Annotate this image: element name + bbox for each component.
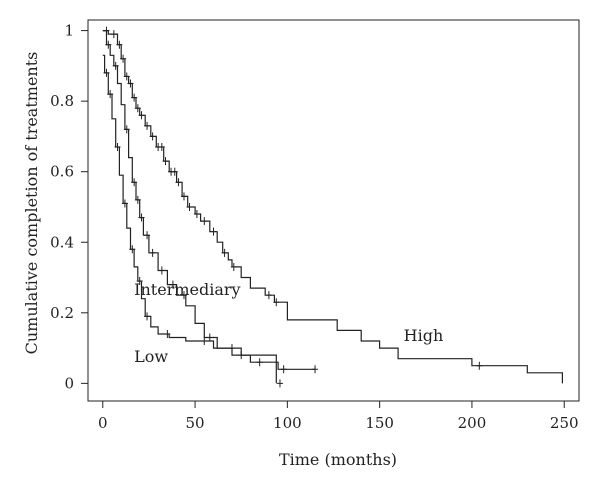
y-tick-label-0-6: 0.6 [50, 163, 74, 181]
censor-mark-high [171, 167, 178, 176]
x-axis-label: Time (months) [279, 450, 397, 469]
censor-mark-intermediary [131, 178, 138, 187]
x-tick-label-150: 150 [365, 414, 394, 432]
x-axis: 0 50 100 150 200 250 [98, 401, 579, 432]
censor-mark-intermediary [158, 266, 165, 275]
censor-mark-intermediary [149, 248, 156, 257]
censor-mark-intermediary [206, 333, 213, 342]
censor-mark-high [158, 143, 165, 151]
y-tick-label-0: 0 [64, 374, 74, 392]
censor-mark-high [103, 26, 110, 35]
curve-label-intermediary: Intermediary [134, 280, 240, 299]
censor-mark-low [114, 143, 121, 151]
censor-mark-high [123, 72, 130, 81]
censor-mark-low [103, 68, 110, 77]
censor-mark-high [134, 104, 141, 113]
y-tick-label-0-4: 0.4 [50, 233, 74, 251]
censor-mark-intermediary [280, 365, 287, 374]
x-tick-label-100: 100 [273, 414, 302, 432]
censor-mark-low [228, 344, 235, 353]
censor-mark-high [186, 202, 193, 211]
censor-mark-intermediary [123, 125, 130, 134]
censor-mark-high [180, 192, 187, 201]
censor-mark-high [110, 30, 117, 39]
censor-mark-intermediary [180, 291, 187, 300]
censor-mark-low [129, 245, 136, 254]
curve-intermediary [102, 30, 315, 370]
censor-mark-high [149, 132, 156, 141]
censor-mark-intermediary [169, 280, 176, 289]
y-tick-label-1: 1 [64, 22, 74, 40]
censor-mark-intermediary [112, 61, 119, 70]
curve-label-low: Low [134, 347, 168, 366]
censor-mark-high [476, 361, 483, 370]
curve-high [102, 30, 563, 384]
censor-mark-high [116, 40, 123, 49]
curve-labels: High Intermediary Low [134, 280, 443, 366]
censor-mark-intermediary [134, 195, 141, 204]
censor-mark-high [138, 111, 145, 120]
censor-mark-high [120, 54, 127, 63]
censor-mark-high [230, 262, 237, 271]
curves [102, 30, 563, 384]
curve-low [102, 54, 277, 384]
censor-mark-intermediary [138, 213, 145, 222]
curve-label-high: High [404, 326, 444, 345]
censor-mark-low [107, 90, 114, 99]
censor-mark-high [221, 248, 228, 257]
censor-mark-high [193, 210, 200, 219]
censor-mark-high [265, 291, 272, 300]
censor-mark-low [164, 329, 171, 338]
plot-frame [87, 19, 580, 402]
censor-mark-high [127, 79, 134, 88]
censor-mark-low [276, 379, 283, 388]
censor-mark-high [201, 217, 208, 226]
censor-mark-intermediary [238, 351, 245, 360]
y-axis: 0 0.2 0.4 0.6 0.8 1 [50, 22, 88, 392]
censor-mark-high [175, 178, 182, 187]
censor-mark-low [121, 199, 128, 208]
x-tick-label-200: 200 [458, 414, 487, 432]
censor-mark-high [210, 227, 217, 236]
censor-mark-low [144, 312, 151, 321]
y-tick-label-0-8: 0.8 [50, 92, 74, 110]
censor-mark-high [131, 93, 138, 102]
censor-mark-intermediary [256, 358, 263, 367]
x-tick-label-50: 50 [186, 414, 205, 432]
censor-mark-intermediary [312, 365, 319, 374]
censor-mark-low [201, 337, 208, 346]
censor-mark-high [144, 121, 151, 130]
censor-mark-intermediary [105, 40, 112, 49]
censor-marks [103, 26, 483, 388]
censor-mark-intermediary [144, 231, 151, 240]
y-tick-label-0-2: 0.2 [50, 304, 74, 322]
censor-mark-low [136, 277, 143, 286]
censor-mark-high [162, 157, 169, 166]
x-tick-label-250: 250 [550, 414, 579, 432]
y-axis-label: Cumulative completion of treatments [22, 52, 41, 355]
censor-mark-high [273, 298, 280, 307]
x-tick-label-0: 0 [98, 414, 108, 432]
